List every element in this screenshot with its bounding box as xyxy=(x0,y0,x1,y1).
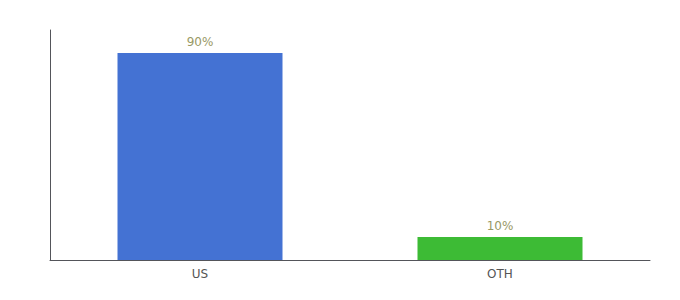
svg-text:OTH: OTH xyxy=(487,267,513,281)
svg-text:10%: 10% xyxy=(487,219,514,233)
svg-text:90%: 90% xyxy=(187,35,214,49)
svg-text:US: US xyxy=(192,267,208,281)
